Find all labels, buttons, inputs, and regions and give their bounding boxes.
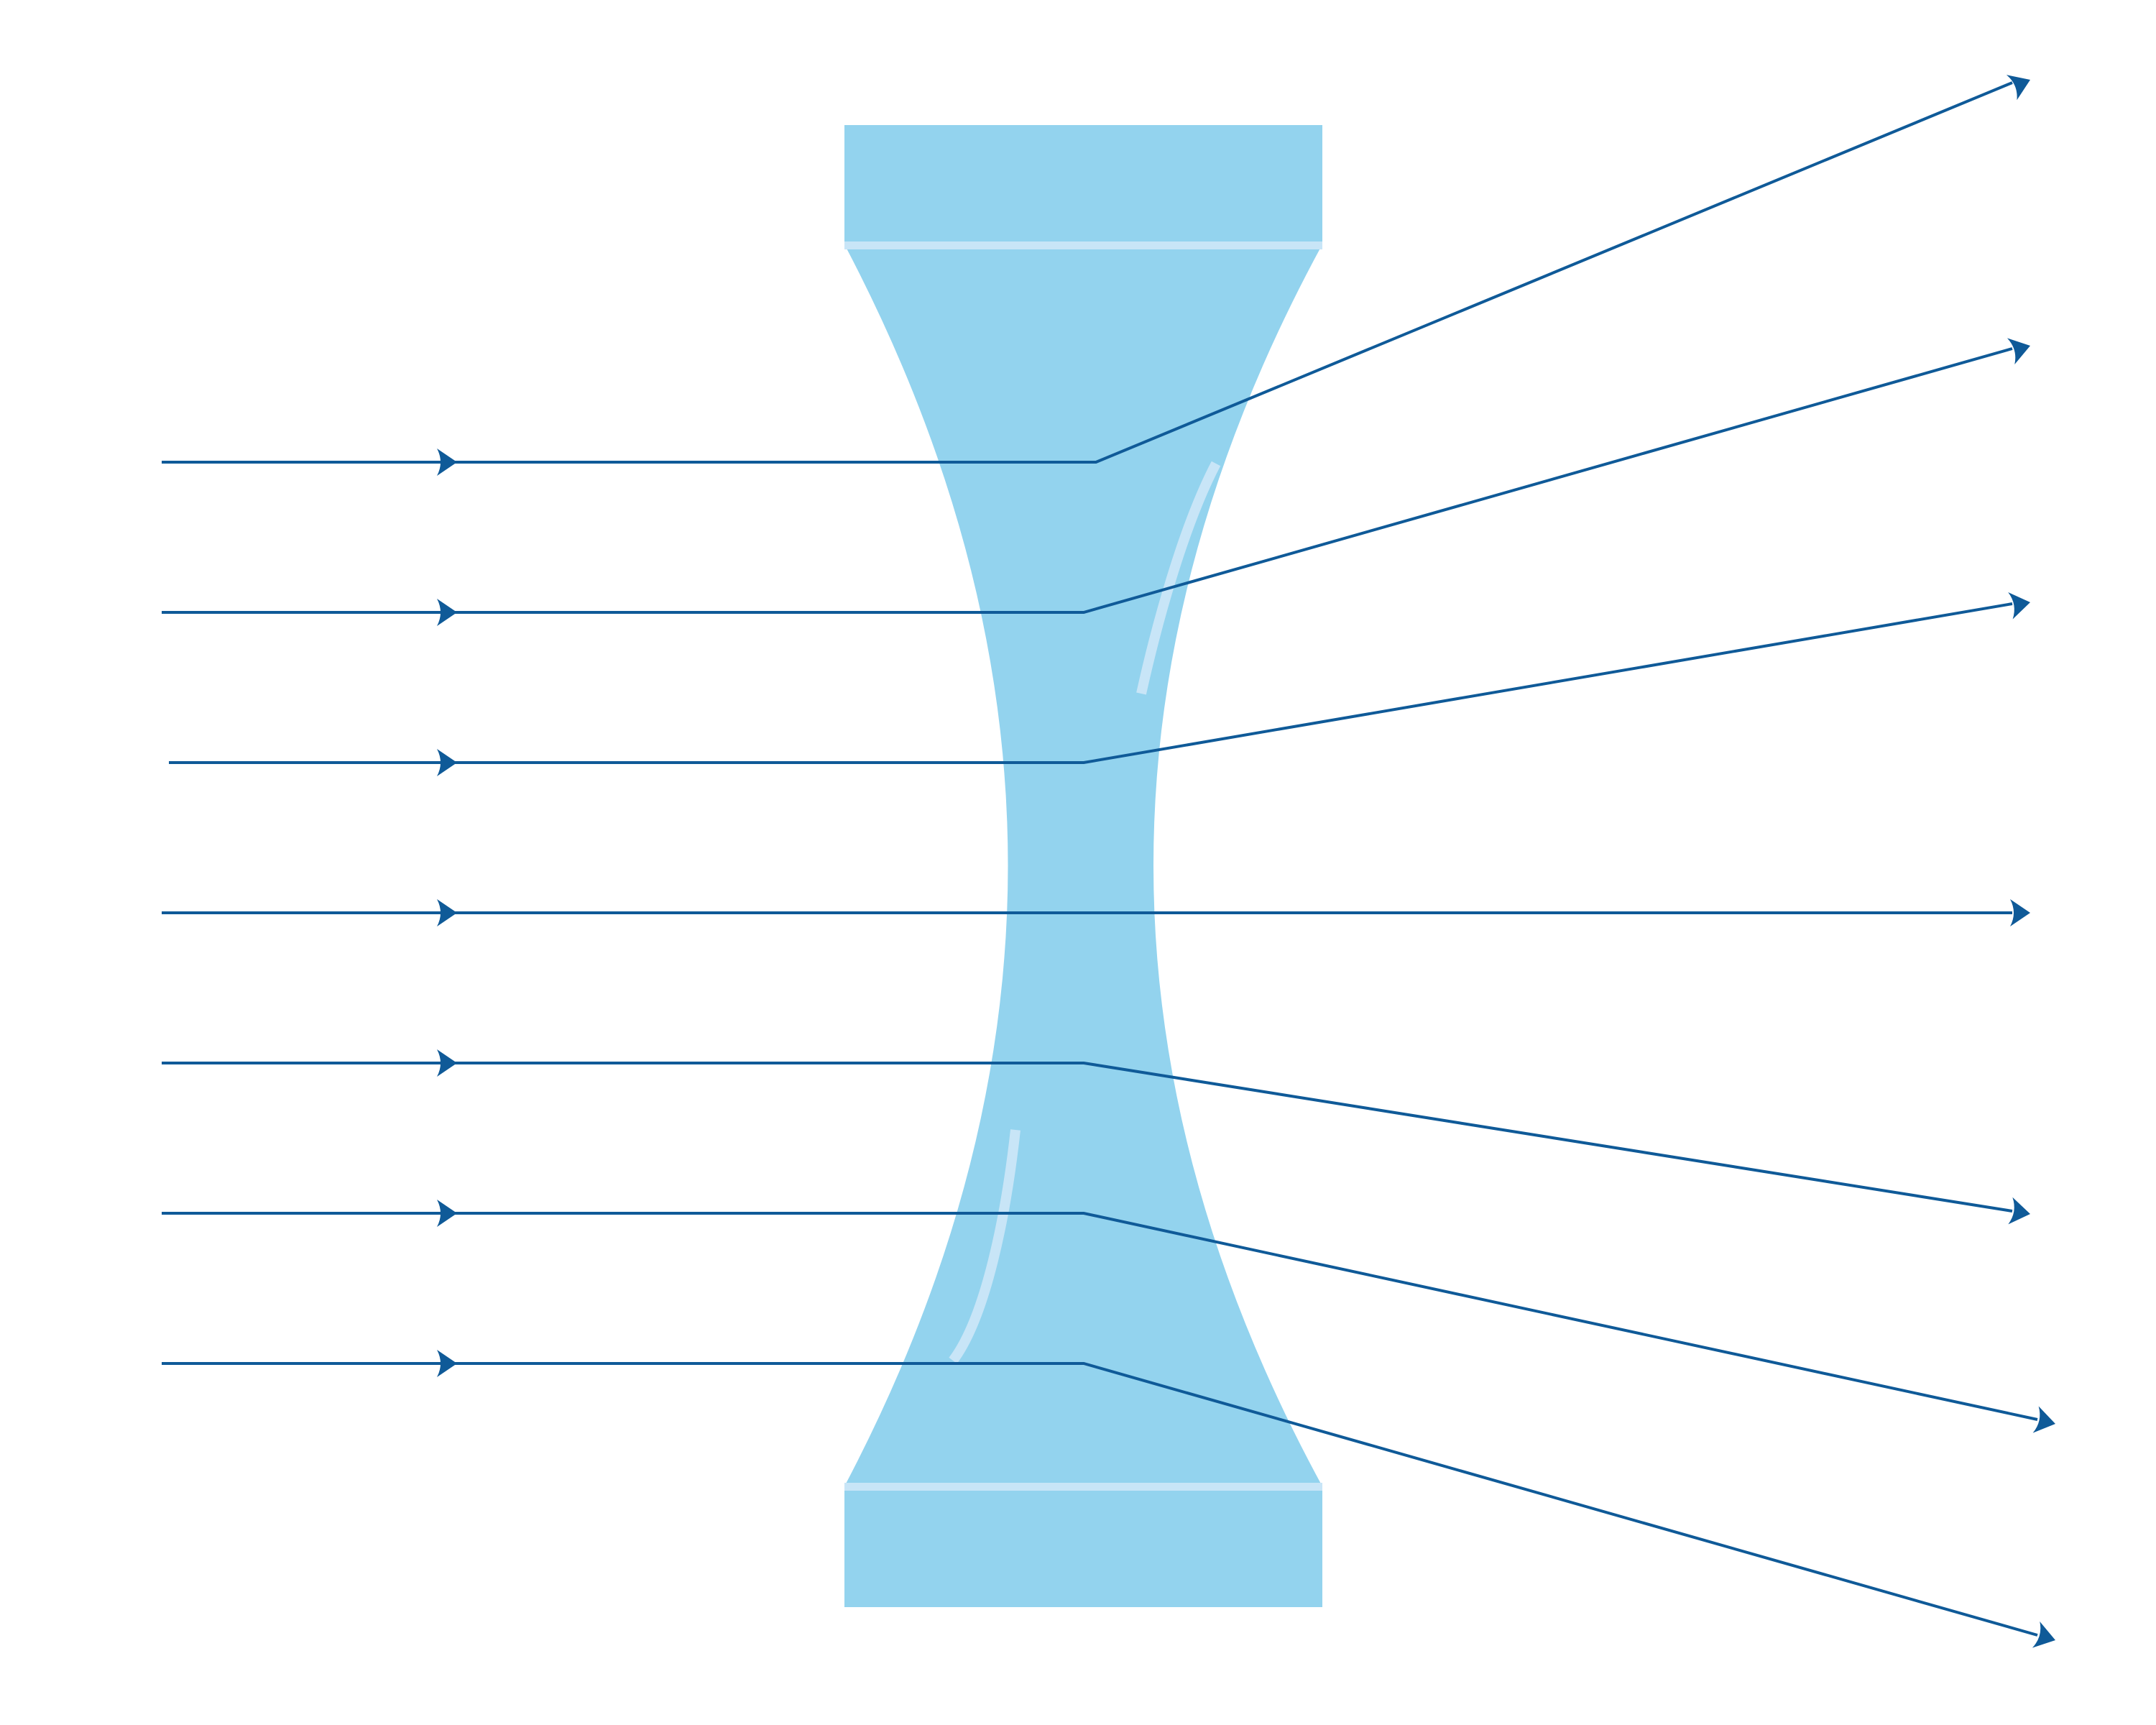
light-ray [162, 75, 2030, 476]
light-ray [162, 1350, 2055, 1648]
lens-glint-upper [1136, 461, 1221, 695]
outgoing-arrowhead [2008, 1197, 2030, 1225]
incoming-arrowhead [437, 448, 457, 476]
light-ray [162, 338, 2030, 626]
light-ray [162, 899, 2030, 926]
light-ray [169, 592, 2030, 776]
lens-bottom-rim [844, 1486, 1322, 1607]
incoming-arrowhead [437, 1350, 457, 1377]
outgoing-arrowhead [2032, 1406, 2055, 1433]
ray-path [162, 1212, 2038, 1421]
lens-top-rim-edge [844, 242, 1322, 249]
lens-top-rim [844, 125, 1322, 244]
lens-body [844, 244, 1322, 1486]
incoming-arrowhead [437, 1200, 457, 1227]
light-rays [162, 75, 2055, 1648]
outgoing-arrowhead [2008, 592, 2030, 620]
light-ray [162, 1200, 2055, 1433]
ray-path [162, 81, 2013, 464]
lens-glint-lower [949, 1129, 1021, 1364]
outgoing-arrowhead [2006, 75, 2030, 101]
light-ray [162, 1049, 2030, 1225]
outgoing-arrowhead [2010, 899, 2030, 926]
lens-bottom-rim-edge [844, 1483, 1322, 1491]
outgoing-arrowhead [2007, 338, 2030, 364]
ray-path [162, 1362, 2038, 1637]
ray-path [162, 347, 2013, 614]
incoming-arrowhead [437, 749, 457, 776]
incoming-arrowhead [437, 599, 457, 626]
incoming-arrowhead [437, 899, 457, 926]
ray-path [169, 602, 2013, 764]
concave-lens [844, 125, 1322, 1607]
ray-path [162, 1062, 2013, 1213]
outgoing-arrowhead [2032, 1622, 2055, 1648]
incoming-arrowhead [437, 1049, 457, 1077]
